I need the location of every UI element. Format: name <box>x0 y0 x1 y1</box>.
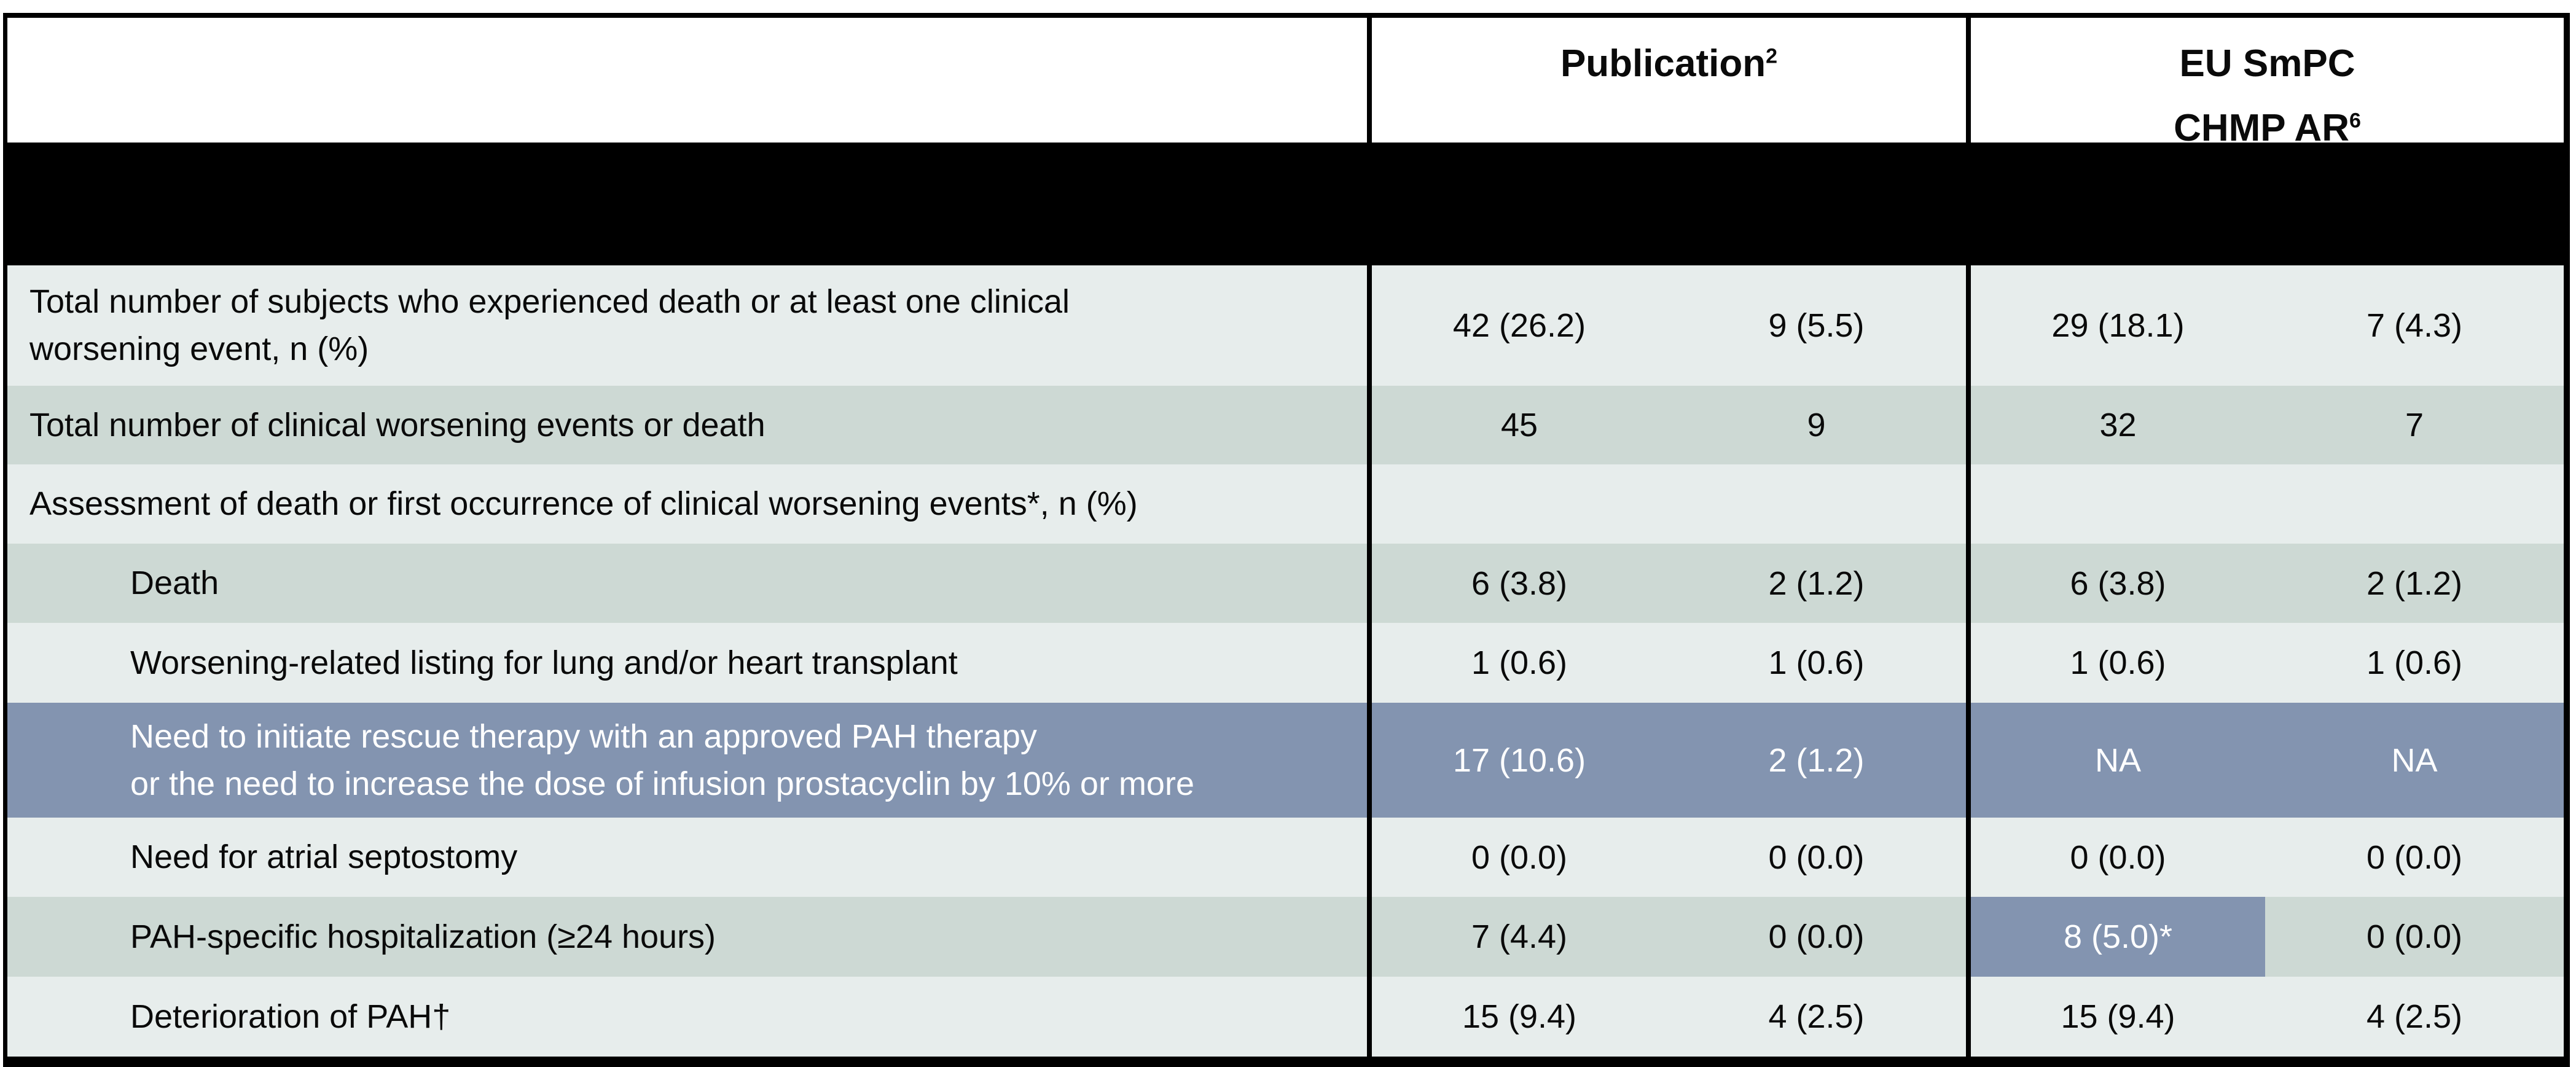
value-cell-eu-1: 6 (3.8) <box>1966 544 2265 623</box>
value-cell-eu-1: 1 (0.6) <box>1966 623 2265 703</box>
value-cell-publication-1: 15 (9.4) <box>1367 977 1667 1057</box>
table-row: Worsening-related listing for lung and/o… <box>7 623 2564 703</box>
value-cell-publication-2: 9 (5.5) <box>1768 307 1865 344</box>
row-label: Assessment of death or first occurrence … <box>29 485 1138 523</box>
row-label: Worsening-related listing for lung and/o… <box>130 644 958 681</box>
row-label: Death <box>130 565 219 602</box>
value-cell-publication-2: 0 (0.0) <box>1768 918 1865 955</box>
value-cell-eu-1: 32 <box>1966 386 2265 464</box>
value-cell-publication-2: 1 (0.6) <box>1768 644 1865 681</box>
table-row: Death 6 (3.8) 2 (1.2) 6 (3.8) 2 (1.2) <box>7 544 2564 623</box>
header-eu-superscript: 6 <box>2349 109 2361 133</box>
value-cell-publication-2: 0 (0.0) <box>1768 838 1865 876</box>
row-label: Total number of clinical worsening event… <box>29 406 765 444</box>
header-empty-cell <box>7 18 1367 143</box>
row-label: Total number of subjects who experienced… <box>29 283 1070 367</box>
comparison-table: Publication2 EU SmPC CHMP AR6 Total numb… <box>3 13 2570 1067</box>
value-cell-eu-2 <box>2265 464 2564 544</box>
value-cell-eu-1: NA <box>1966 703 2265 818</box>
value-cell-publication-1: 1 (0.6) <box>1367 623 1667 703</box>
table-row: Deterioration of PAH† 15 (9.4) 4 (2.5) 1… <box>7 977 2564 1057</box>
table-row: Total number of subjects who experienced… <box>7 265 2564 386</box>
value-cell-eu-1 <box>1966 464 2265 544</box>
value-cell-eu-1: 8 (5.0)* <box>1966 897 2265 977</box>
header-publication-superscript: 2 <box>1766 44 1778 68</box>
row-label: Need for atrial septostomy <box>130 838 518 876</box>
value-cell-publication-1: 45 <box>1367 386 1667 464</box>
value-cell-publication-2: 9 <box>1807 407 1826 444</box>
value-cell-eu-2: 0 (0.0) <box>2366 918 2463 955</box>
header-eu-line1: EU SmPC <box>2179 42 2355 85</box>
header-publication: Publication2 <box>1367 18 1966 143</box>
value-cell-publication-2: 2 (1.2) <box>1768 741 1865 779</box>
row-label: PAH-specific hospitalization (≥24 hours) <box>130 918 716 955</box>
value-cell-publication-1: 6 (3.8) <box>1367 544 1667 623</box>
value-cell-eu-1: 0 (0.0) <box>1966 818 2265 897</box>
table-row: Need to initiate rescue therapy with an … <box>7 703 2564 818</box>
value-cell-publication-2: 2 (1.2) <box>1768 565 1865 602</box>
value-cell-publication-1: 0 (0.0) <box>1367 818 1667 897</box>
row-label: Need to initiate rescue therapy with an … <box>130 717 1194 802</box>
header-publication-label: Publication <box>1560 42 1766 85</box>
header-eu-line2: CHMP AR6 <box>2174 107 2361 143</box>
table-row: Need for atrial septostomy 0 (0.0) 0 (0.… <box>7 818 2564 897</box>
value-cell-eu-2: NA <box>2391 741 2438 779</box>
table-row: PAH-specific hospitalization (≥24 hours)… <box>7 897 2564 977</box>
table-row: Assessment of death or first occurrence … <box>7 464 2564 544</box>
table-row: Total number of clinical worsening event… <box>7 386 2564 464</box>
value-cell-eu-2: 4 (2.5) <box>2366 998 2463 1035</box>
value-cell-publication-1: 7 (4.4) <box>1367 897 1667 977</box>
value-cell-publication-1 <box>1367 464 1667 544</box>
row-label: Deterioration of PAH† <box>130 998 451 1035</box>
value-cell-publication-2: 4 (2.5) <box>1768 998 1865 1035</box>
value-cell-eu-1: 15 (9.4) <box>1966 977 2265 1057</box>
value-cell-eu-2: 1 (0.6) <box>2366 644 2463 681</box>
table-body: Total number of subjects who experienced… <box>7 265 2564 1057</box>
value-cell-eu-2: 7 (4.3) <box>2366 307 2463 344</box>
table-header-row: Publication2 EU SmPC CHMP AR6 <box>7 18 2564 143</box>
value-cell-eu-2: 2 (1.2) <box>2366 565 2463 602</box>
redacted-row <box>7 143 2564 265</box>
value-cell-publication-1: 42 (26.2) <box>1367 265 1667 386</box>
value-cell-publication-1: 17 (10.6) <box>1367 703 1667 818</box>
value-cell-eu-2: 0 (0.0) <box>2366 838 2463 876</box>
header-eu-smpc: EU SmPC CHMP AR6 <box>1966 18 2564 143</box>
value-cell-eu-1: 29 (18.1) <box>1966 265 2265 386</box>
value-cell-publication-2 <box>1667 464 1966 544</box>
value-cell-eu-2: 7 <box>2405 407 2424 444</box>
